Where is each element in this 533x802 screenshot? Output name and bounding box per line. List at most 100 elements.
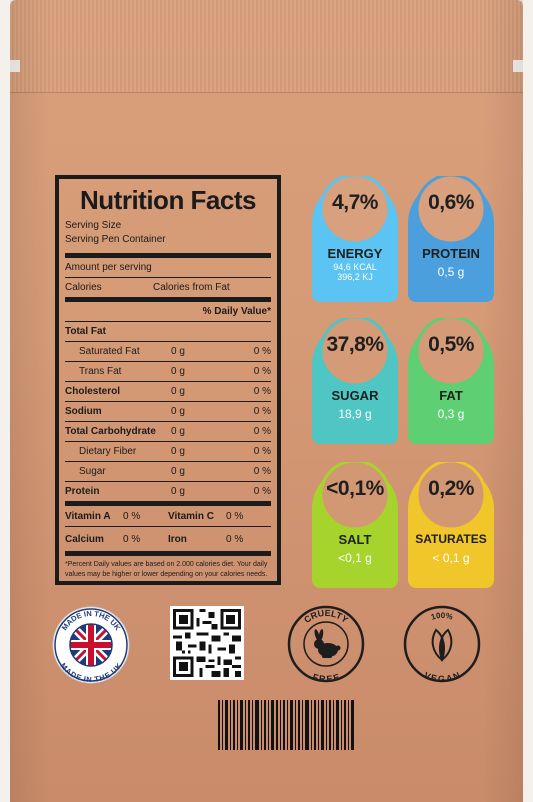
nutrition-facts-panel: Nutrition Facts Serving Size Serving Pen…: [55, 175, 281, 585]
nutrient-grams: 0 g: [171, 426, 185, 437]
salt-badge: <0,1% SALT <0,1 g: [308, 462, 402, 588]
serving-info: Serving Size Serving Pen Container: [65, 219, 271, 258]
nutrient-percent: 0 %: [253, 346, 271, 357]
energy-badge: 4,7% ENERGY 94,6 KCAL 396,2 KJ: [308, 176, 402, 302]
sugar-badge-shape: [312, 318, 398, 444]
vegan-top-text: 100%: [430, 611, 454, 622]
salt-percent: <0,1%: [326, 477, 384, 500]
vitamin-cell: Vitamin A 0 %: [65, 511, 168, 522]
calories-label: Calories: [65, 282, 102, 293]
nutrient-grams: 0 g: [171, 466, 185, 477]
nutrient-grams: 0 g: [171, 386, 185, 397]
vitamin-label: Vitamin A: [65, 510, 111, 522]
amount-per-serving: Amount per serving: [65, 262, 152, 273]
nutrient-grams: 0 g: [171, 446, 185, 457]
qr-code-icon: [170, 606, 244, 680]
daily-value-header-row: % Daily Value*: [65, 302, 271, 322]
barcode-icon: [218, 700, 354, 750]
nutrient-row: Dietary Fiber 0 g 0 %: [65, 442, 271, 462]
saturates-badge: 0,2% SATURATES < 0,1 g: [404, 462, 498, 588]
calories-row: Calories Calories from Fat: [65, 278, 271, 302]
serving-size: Serving Size: [65, 220, 122, 231]
energy-kcal: 94,6 KCAL: [333, 262, 377, 272]
sugar-value: 18,9 g: [338, 407, 372, 421]
nutrient-label: Saturated Fat: [79, 346, 140, 357]
nutrient-row: Total Fat: [65, 322, 271, 342]
nutrition-title: Nutrition Facts: [80, 185, 256, 215]
protein-badge-shape: [408, 176, 494, 302]
svg-text:CRUELTY: CRUELTY: [302, 608, 350, 625]
daily-value-header: % Daily Value*: [202, 306, 271, 317]
nutrient-label: Total Fat: [65, 326, 106, 337]
energy-label: ENERGY: [327, 246, 383, 261]
vitamin-row: Calcium 0 % Iron 0 %: [65, 527, 271, 552]
saturates-value: < 0,1 g: [432, 551, 470, 565]
vitamin-label: Calcium: [65, 533, 104, 545]
saturates-percent: 0,2%: [428, 477, 474, 500]
nutrient-grams: 0 g: [171, 346, 185, 357]
vitamin-label: Iron: [168, 533, 187, 545]
tear-notch-left: [10, 60, 20, 72]
fat-percent: 0,5%: [428, 333, 474, 356]
nutrient-row: Saturated Fat 0 g 0 %: [65, 342, 271, 362]
nutrient-row: Sugar 0 g 0 %: [65, 462, 271, 482]
nutrient-label: Sodium: [65, 406, 102, 417]
made-in-uk-icon: MADE IN THE UK MADE IN THE UK: [52, 606, 130, 684]
sugar-percent: 37,8%: [326, 333, 384, 356]
salt-label: SALT: [338, 532, 372, 547]
nutrient-percent: 0 %: [253, 426, 271, 437]
nutrient-percent: 0 %: [253, 386, 271, 397]
nutrient-percent: 0 %: [253, 486, 271, 497]
vitamin-row: Vitamin A 0 % Vitamin C 0 %: [65, 506, 271, 527]
svg-text:100%: 100%: [430, 611, 454, 622]
nutrient-label: Dietary Fiber: [79, 446, 137, 457]
vegan-icon: 100% VEGAN: [402, 604, 482, 684]
nutrient-label: Protein: [65, 486, 100, 497]
protein-label: PROTEIN: [422, 246, 480, 261]
protein-value: 0,5 g: [437, 265, 465, 279]
vitamin-percent: 0 %: [226, 533, 244, 545]
cruelty-free-top-text: CRUELTY: [302, 608, 350, 625]
top-seal: [10, 0, 523, 93]
serving-per-container: Serving Pen Container: [65, 234, 166, 245]
vitamin-cell: Iron 0 %: [168, 534, 271, 545]
nutrient-label: Total Carbohydrate: [65, 426, 156, 437]
energy-kj: 396,2 KJ: [337, 272, 373, 282]
energy-percent: 4,7%: [332, 191, 378, 214]
cruelty-free-icon: CRUELTY FREE: [286, 604, 366, 684]
nutrient-label: Sugar: [79, 466, 106, 477]
nutrient-label: Cholesterol: [65, 386, 121, 397]
vegan-bottom-text: VEGAN: [422, 670, 461, 684]
left-shade: [10, 0, 50, 802]
fat-badge-shape: [408, 318, 494, 444]
nutrient-percent: 0 %: [253, 406, 271, 417]
vitamin-percent: 0 %: [123, 533, 141, 545]
fat-value: 0,3 g: [437, 407, 465, 421]
calories-from-fat-label: Calories from Fat: [153, 282, 230, 293]
nutrient-percent: 0 %: [253, 366, 271, 377]
nutrient-row: Total Carbohydrate 0 g 0 %: [65, 422, 271, 442]
saturates-badge-shape: [408, 462, 494, 588]
tear-notch-right: [513, 60, 523, 72]
nutrient-percent: 0 %: [253, 466, 271, 477]
energy-value: 94,6 KCAL 396,2 KJ: [308, 262, 402, 282]
leaf-icon: [431, 628, 453, 662]
nutrient-percent: 0 %: [253, 446, 271, 457]
salt-value: <0,1 g: [338, 551, 372, 565]
vitamin-label: Vitamin C: [168, 510, 214, 522]
fat-badge: 0,5% FAT 0,3 g: [404, 318, 498, 444]
svg-text:VEGAN: VEGAN: [422, 670, 461, 684]
footnote: *Percent Daily values are based on 2.000…: [65, 552, 271, 580]
nutrient-grams: 0 g: [171, 366, 185, 377]
nutrient-grams: 0 g: [171, 406, 185, 417]
vitamin-percent: 0 %: [123, 510, 141, 522]
energy-badge-shape: [312, 176, 398, 302]
vitamin-percent: 0 %: [226, 510, 244, 522]
vitamin-cell: Vitamin C 0 %: [168, 511, 271, 522]
protein-badge: 0,6% PROTEIN 0,5 g: [404, 176, 498, 302]
fat-label: FAT: [439, 388, 463, 403]
saturates-label: SATURATES: [415, 532, 487, 546]
rabbit-icon: [314, 629, 341, 658]
sugar-badge: 37,8% SUGAR 18,9 g: [308, 318, 402, 444]
